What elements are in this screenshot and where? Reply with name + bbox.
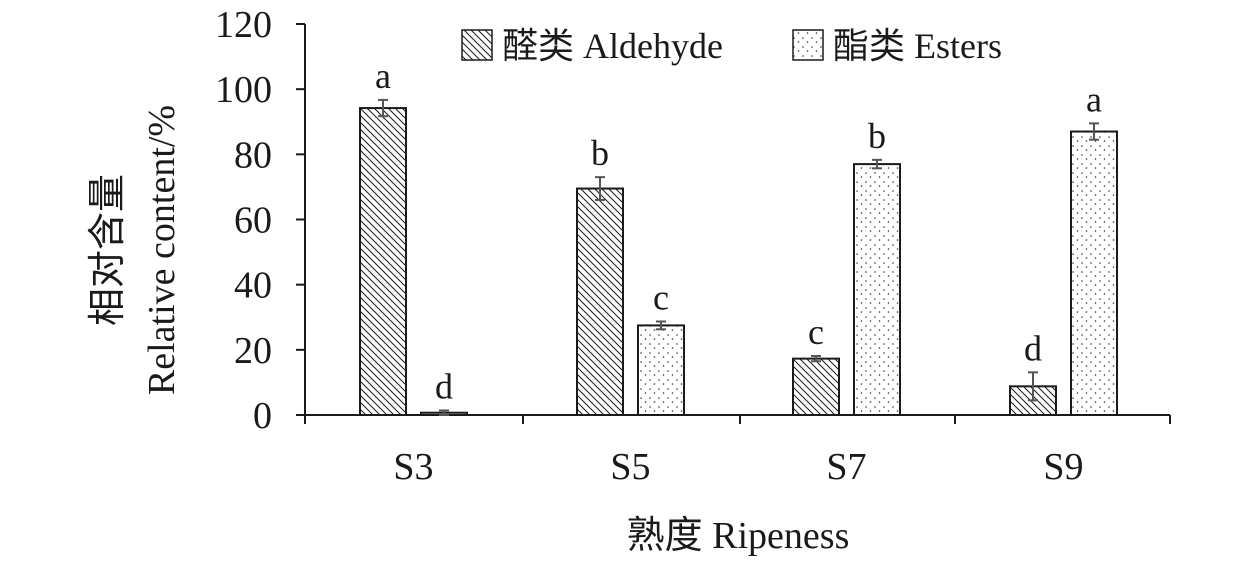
legend: 醛类 Aldehyde 酯类 Esters — [461, 26, 1002, 66]
significance-letter: a — [375, 56, 391, 96]
x-tick-label: S9 — [1043, 446, 1083, 488]
significance-letter: d — [1024, 328, 1042, 368]
y-tick-label: 80 — [234, 134, 272, 176]
x-tick-label: S7 — [826, 446, 866, 488]
bars — [359, 98, 1118, 417]
y-axis-title-line1: 相对含量 — [87, 174, 129, 326]
y-tick-label: 20 — [234, 330, 272, 372]
y-axis-title: 相对含量 Relative content/% — [87, 105, 183, 395]
y-axis-title-line2: Relative content/% — [141, 105, 183, 395]
legend-label-esters: 酯类 Esters — [833, 26, 1002, 66]
x-tick-label: S3 — [393, 446, 433, 488]
significance-letter: b — [868, 116, 886, 156]
y-tick-label: 120 — [215, 4, 272, 46]
bar-esters-s5 — [637, 324, 685, 417]
legend-label-aldehyde: 醛类 Aldehyde — [502, 26, 723, 66]
x-axis-title: 熟度 Ripeness — [627, 515, 850, 557]
bar-aldehyde-s7 — [792, 357, 840, 416]
y-tick-label: 40 — [234, 265, 272, 307]
legend-swatch-aldehyde — [461, 29, 493, 61]
significance-letter: c — [653, 277, 669, 317]
bar-aldehyde-s3 — [359, 107, 407, 416]
y-tick-label: 0 — [253, 395, 272, 437]
y-tick-label: 60 — [234, 200, 272, 242]
significance-letter: d — [435, 366, 453, 406]
y-axis: 0 20 40 60 80 100 120 — [215, 4, 306, 437]
x-axis: S3 S5 S7 S9 — [304, 414, 1171, 488]
significance-letter: a — [1086, 79, 1102, 119]
x-tick-label: S5 — [610, 446, 650, 488]
legend-swatch-esters — [792, 29, 824, 61]
significance-letter: b — [591, 133, 609, 173]
significance-letters: a b c d d c b a — [375, 56, 1102, 407]
significance-letter: c — [808, 312, 824, 352]
y-tick-label: 100 — [215, 69, 272, 111]
bar-esters-s7 — [853, 163, 901, 416]
bar-esters-s9 — [1070, 130, 1118, 416]
bar-aldehyde-s5 — [576, 187, 624, 416]
